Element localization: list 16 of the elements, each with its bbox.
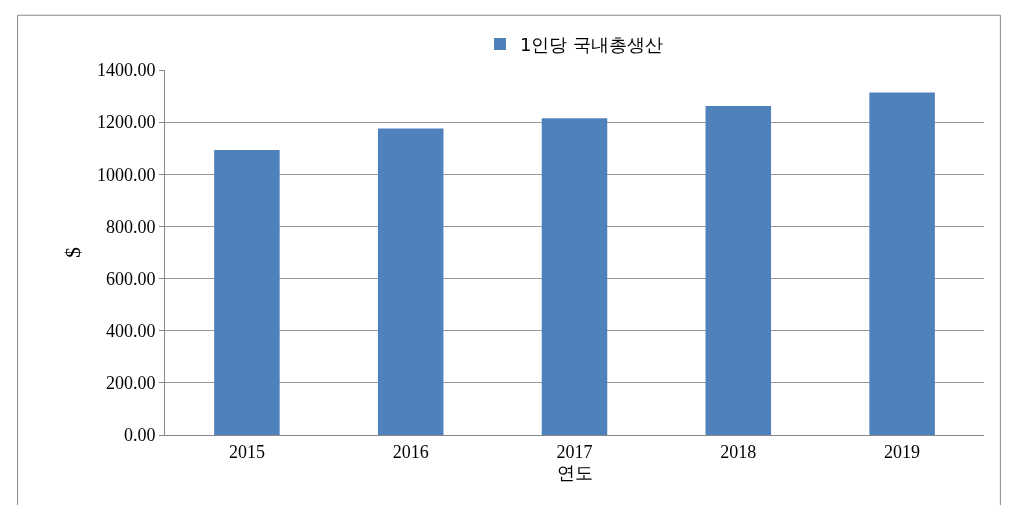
x-axis-title: 연도 bbox=[556, 461, 593, 483]
y-tick-label: 0.00 bbox=[123, 425, 156, 446]
y-tick-label: 1400.00 bbox=[96, 60, 156, 81]
legend-label: 1인당 국내총생산 bbox=[520, 33, 664, 55]
x-tick-label: 2017 bbox=[556, 441, 593, 462]
y-tick-label: 600.00 bbox=[105, 268, 156, 289]
y-tick-label: 1000.00 bbox=[96, 164, 156, 185]
y-tick-label: 400.00 bbox=[105, 321, 156, 342]
x-tick-label: 2016 bbox=[392, 441, 429, 462]
x-tick-label: 2018 bbox=[720, 441, 757, 462]
y-axis-title: $ bbox=[59, 247, 85, 258]
y-tick-label: 1200.00 bbox=[96, 112, 156, 133]
y-tick-label: 200.00 bbox=[105, 373, 156, 394]
x-tick-label: 2019 bbox=[884, 441, 921, 462]
y-tick-label: 800.00 bbox=[105, 216, 156, 237]
x-tick-label: 2015 bbox=[228, 441, 265, 462]
